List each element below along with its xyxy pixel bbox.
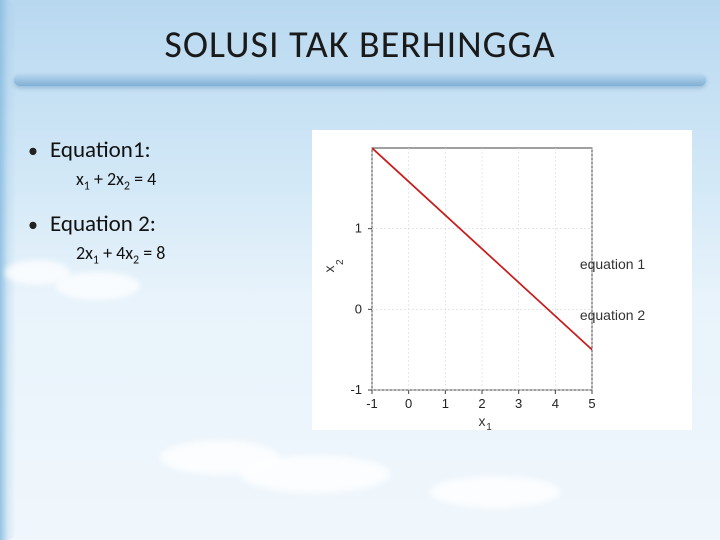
svg-text:-1: -1 [366, 396, 378, 411]
svg-text:0: 0 [405, 396, 412, 411]
content-area: • Equation1: x1 + 2x2 = 4 • Equation 2: … [0, 90, 720, 430]
svg-text:1: 1 [442, 396, 449, 411]
svg-text:0: 0 [355, 301, 362, 316]
slide-title: SOLUSI TAK BERHINGGA [164, 22, 555, 68]
svg-text:-1: -1 [350, 382, 362, 397]
title-bar: SOLUSI TAK BERHINGGA [0, 0, 720, 90]
line-chart: -1012345-101x1x2equation 1equation 2 [312, 130, 692, 430]
bullet-label: Equation1: [50, 136, 151, 164]
equation-text: 2x1 + 4x2 = 8 [76, 242, 302, 268]
svg-text:3: 3 [515, 396, 522, 411]
bullet-item: • Equation1: [28, 136, 302, 164]
svg-text:2: 2 [478, 396, 485, 411]
bullet-label: Equation 2: [50, 210, 156, 238]
bullet-dot: • [28, 213, 50, 237]
bullet-item: • Equation 2: [28, 210, 302, 238]
title-underline [14, 74, 706, 86]
svg-text:5: 5 [588, 396, 595, 411]
svg-text:x: x [479, 413, 486, 429]
svg-text:equation 2: equation 2 [580, 307, 646, 323]
svg-text:1: 1 [486, 422, 492, 430]
svg-text:x: x [321, 266, 337, 273]
svg-text:2: 2 [335, 259, 346, 265]
svg-text:equation 1: equation 1 [580, 256, 646, 272]
chart-svg: -1012345-101x1x2equation 1equation 2 [312, 130, 692, 430]
equation-text: x1 + 2x2 = 4 [76, 168, 302, 194]
svg-text:4: 4 [552, 396, 559, 411]
bullet-dot: • [28, 139, 50, 163]
svg-text:1: 1 [355, 221, 362, 236]
